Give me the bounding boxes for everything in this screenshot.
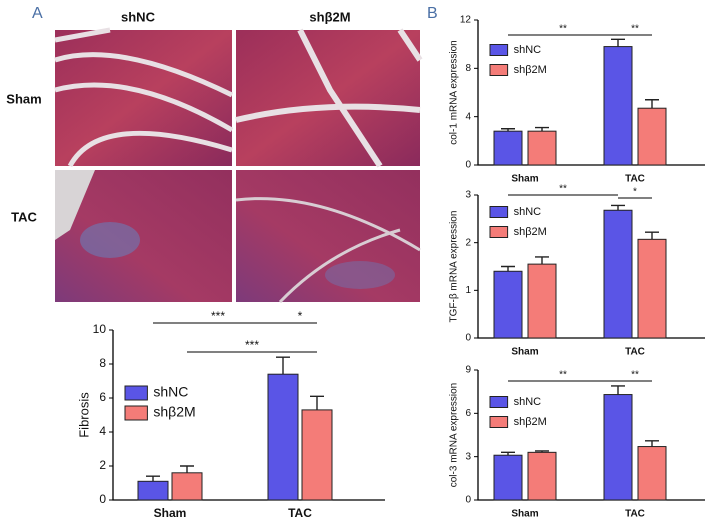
- bar: [493, 130, 523, 166]
- x-tick-label: Sham: [511, 509, 538, 520]
- legend-swatch: [489, 396, 509, 408]
- y-tick-label: 3: [465, 451, 471, 462]
- legend-swatch: [489, 206, 509, 218]
- y-axis-label: Fibrosis: [76, 392, 91, 438]
- legend-swatch: [489, 416, 509, 428]
- error-bar: [535, 126, 549, 132]
- error-bar: [310, 395, 324, 410]
- bar: [603, 209, 633, 339]
- y-axis-label: col-1 mRNA expression: [449, 40, 460, 144]
- legend-swatch: [124, 405, 148, 421]
- bar: [603, 394, 633, 501]
- x-tick-label: TAC: [625, 174, 645, 185]
- legend-swatch: [489, 64, 509, 76]
- y-tick-label: 2: [99, 458, 106, 472]
- bar: [637, 446, 667, 501]
- x-tick-label: Sham: [511, 347, 538, 358]
- y-axis-label: TGF-β mRNA expression: [449, 211, 460, 323]
- bar: [171, 472, 203, 501]
- error-bar: [611, 204, 625, 211]
- x-tick-label: TAC: [625, 509, 645, 520]
- bar: [493, 454, 523, 501]
- bar: [137, 480, 169, 501]
- row-label: Sham: [6, 91, 41, 106]
- x-tick-label: Sham: [154, 506, 187, 520]
- error-bar: [501, 265, 515, 272]
- y-tick-label: 2: [465, 237, 471, 248]
- y-tick-label: 0: [465, 495, 471, 506]
- bar: [637, 107, 667, 166]
- bar: [603, 46, 633, 166]
- legend-label: shβ2M: [153, 404, 195, 420]
- bar: [527, 451, 557, 501]
- bar: [637, 238, 667, 339]
- y-tick-label: 0: [465, 333, 471, 344]
- y-tick-label: 6: [99, 390, 106, 404]
- legend-label: shNC: [514, 44, 542, 56]
- bar: [527, 263, 557, 339]
- error-bar: [535, 256, 549, 265]
- x-tick-label: TAC: [625, 347, 645, 358]
- error-bar: [501, 128, 515, 132]
- histology-images: [54, 27, 423, 304]
- y-tick-label: 4: [465, 111, 471, 122]
- y-tick-label: 12: [460, 15, 472, 26]
- significance-label: **: [559, 184, 567, 195]
- y-tick-label: 6: [465, 408, 471, 419]
- y-tick-label: 8: [99, 356, 106, 370]
- legend-label: shβ2M: [514, 416, 547, 428]
- panel-label: A: [32, 5, 43, 22]
- error-bar: [501, 451, 515, 456]
- significance-label: ***: [245, 338, 259, 352]
- column-label: shNC: [121, 9, 156, 24]
- column-label: shβ2M: [309, 9, 350, 24]
- y-tick-label: 9: [465, 365, 471, 376]
- y-axis-label: col-3 mRNA expression: [449, 383, 460, 487]
- error-bar: [611, 385, 625, 395]
- error-bar: [645, 231, 659, 240]
- row-label: TAC: [11, 209, 37, 224]
- significance-label: *: [298, 309, 303, 323]
- x-tick-label: Sham: [511, 174, 538, 185]
- legend-swatch: [124, 385, 148, 401]
- y-tick-label: 8: [465, 63, 471, 74]
- legend-label: shNC: [514, 206, 542, 218]
- bar: [527, 130, 557, 166]
- panel-label: B: [427, 5, 438, 22]
- bar: [493, 270, 523, 339]
- y-tick-label: 1: [465, 285, 471, 296]
- legend-label: shNC: [514, 396, 542, 408]
- error-bar: [180, 465, 194, 473]
- y-tick-label: 0: [99, 492, 106, 506]
- bar: [267, 373, 299, 501]
- significance-label: *: [633, 187, 637, 198]
- legend-swatch: [489, 226, 509, 238]
- legend-label: shβ2M: [514, 226, 547, 238]
- legend-swatch: [489, 44, 509, 56]
- y-tick-label: 0: [465, 160, 471, 171]
- significance-label: **: [559, 370, 567, 381]
- significance-label: **: [559, 24, 567, 35]
- bar: [301, 409, 333, 501]
- significance-label: ***: [211, 309, 225, 323]
- y-tick-label: 4: [99, 424, 106, 438]
- y-tick-label: 10: [93, 322, 107, 336]
- error-bar: [611, 38, 625, 47]
- error-bar: [146, 475, 160, 482]
- x-tick-label: TAC: [288, 506, 312, 520]
- error-bar: [535, 450, 549, 453]
- error-bar: [645, 440, 659, 447]
- legend-label: shNC: [153, 384, 188, 400]
- legend-label: shβ2M: [514, 64, 547, 76]
- y-tick-label: 3: [465, 190, 471, 201]
- error-bar: [276, 356, 290, 375]
- significance-label: **: [631, 24, 639, 35]
- significance-label: **: [631, 370, 639, 381]
- error-bar: [645, 99, 659, 109]
